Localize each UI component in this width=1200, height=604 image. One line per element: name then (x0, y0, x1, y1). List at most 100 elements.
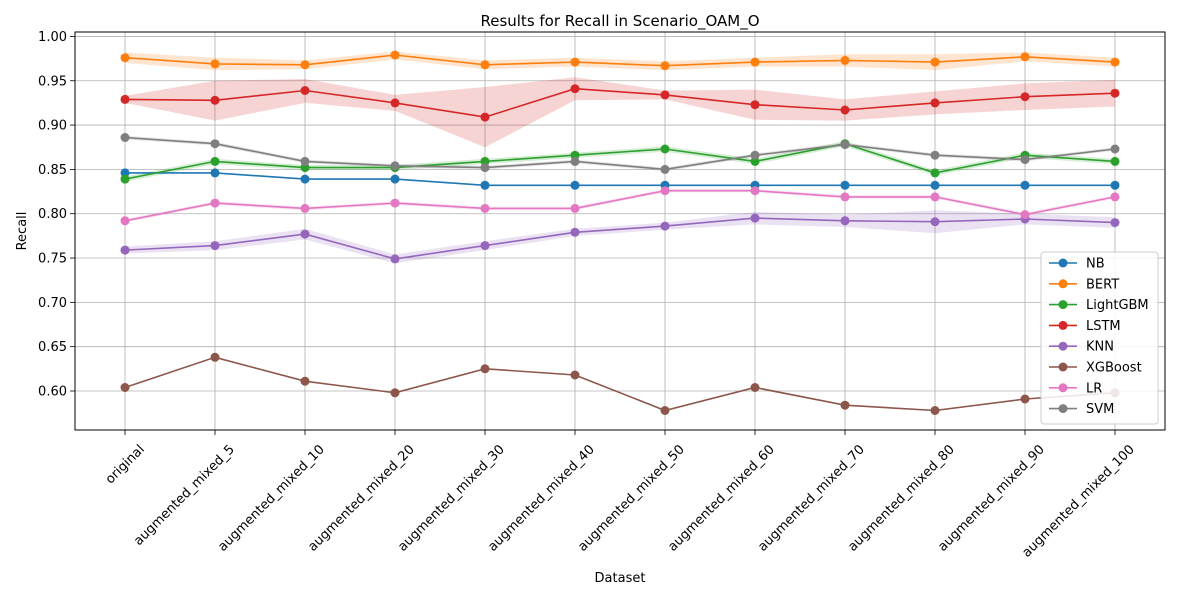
data-point (570, 227, 580, 237)
data-point (570, 84, 580, 94)
data-point (390, 161, 400, 171)
y-tick-label: 0.70 (38, 296, 67, 311)
data-point (390, 174, 400, 184)
data-point (660, 144, 670, 154)
legend-label: XGBoost (1086, 361, 1142, 376)
data-point (750, 186, 760, 196)
data-point (750, 156, 760, 166)
data-point (1020, 92, 1030, 102)
plot-frame (74, 31, 1166, 431)
data-point (930, 168, 940, 178)
data-point (300, 229, 310, 239)
data-point (750, 150, 760, 160)
series-line (125, 172, 1115, 187)
data-point (840, 105, 850, 115)
confidence-band (125, 51, 1115, 71)
data-point (1020, 210, 1030, 220)
data-point (570, 57, 580, 67)
data-point (210, 95, 220, 105)
series-line (124, 189, 1116, 222)
data-point (210, 139, 220, 149)
legend-box (1040, 251, 1159, 425)
data-point (1110, 218, 1120, 228)
legend-swatch-marker (1058, 362, 1068, 372)
data-point (750, 213, 760, 223)
data-point (120, 383, 130, 392)
data-point (210, 59, 220, 69)
y-tick-label: 0.65 (38, 340, 67, 355)
data-point (300, 86, 310, 95)
data-point (300, 376, 310, 386)
data-point (300, 60, 310, 70)
data-point (300, 203, 310, 213)
data-point (1020, 394, 1030, 404)
legend-swatch-marker (1058, 279, 1068, 289)
data-point (660, 406, 670, 415)
data-point (480, 60, 490, 70)
data-point (480, 163, 490, 173)
data-point (480, 180, 490, 190)
data-point (570, 156, 580, 166)
legend-label: LSTM (1086, 319, 1121, 334)
series-line (124, 54, 1116, 67)
data-point (480, 364, 490, 374)
data-point (750, 57, 760, 67)
confidence-band (125, 77, 1115, 148)
data-point (660, 164, 670, 174)
data-point (1020, 155, 1030, 165)
data-point (1110, 156, 1120, 166)
data-point (660, 186, 670, 196)
data-point (300, 174, 310, 184)
data-point (660, 61, 670, 71)
data-point (120, 53, 130, 63)
data-point (840, 180, 850, 190)
legend-swatch-marker (1058, 258, 1068, 268)
data-point (570, 150, 580, 160)
data-point (1110, 192, 1120, 202)
data-point (210, 198, 220, 208)
legend-label: KNN (1086, 340, 1114, 355)
y-tick-label: 0.80 (38, 207, 67, 222)
data-point (210, 168, 220, 178)
series-line (124, 87, 1116, 118)
data-point (120, 168, 130, 178)
data-point (570, 203, 580, 213)
y-tick-label: 0.95 (38, 74, 67, 89)
data-point (210, 156, 220, 166)
data-point (480, 156, 490, 166)
data-point (480, 112, 490, 122)
y-tick-label: 1.00 (38, 30, 67, 45)
data-point (840, 400, 850, 410)
data-point (930, 57, 940, 67)
data-point (930, 98, 940, 108)
data-point (660, 221, 670, 231)
y-tick-label: 0.75 (38, 252, 67, 267)
legend-swatch-marker (1058, 383, 1068, 393)
data-point (1110, 57, 1120, 67)
data-point (300, 163, 310, 173)
data-point (840, 140, 850, 150)
data-point (390, 254, 400, 264)
data-point (930, 150, 940, 160)
legend-swatch-marker (1058, 404, 1068, 414)
data-point (750, 100, 760, 110)
data-point (930, 406, 940, 415)
data-point (390, 98, 400, 108)
legend-label: LR (1086, 381, 1102, 396)
data-point (300, 156, 310, 166)
data-point (570, 370, 580, 380)
y-tick-label: 0.60 (38, 384, 67, 399)
series-layer (120, 50, 1120, 415)
legend-swatch-marker (1058, 341, 1068, 351)
data-point (840, 55, 850, 65)
series-line (124, 136, 1116, 171)
data-point (840, 192, 850, 202)
data-point (210, 352, 220, 362)
y-axis: 0.60 0.65 0.70 0.75 0.80 0.85 0.90 0.95 1.00 (38, 30, 75, 399)
x-axis-title: Dataset (595, 571, 646, 586)
data-point (390, 388, 400, 398)
y-tick-label: 0.85 (38, 163, 67, 178)
data-point (480, 241, 490, 251)
